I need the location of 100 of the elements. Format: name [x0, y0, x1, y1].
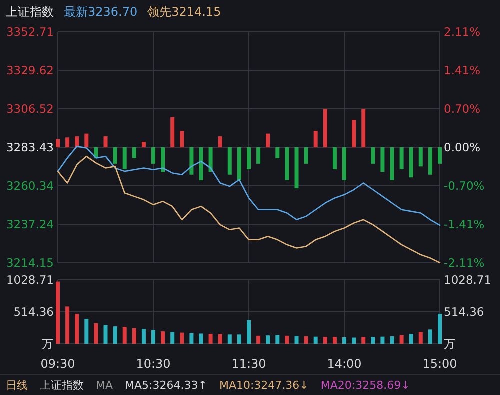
line-series: [57, 146, 441, 226]
text: 上证指数: [6, 5, 54, 19]
bar: [285, 148, 290, 180]
bar: [362, 109, 366, 148]
bar: [208, 334, 213, 344]
bar: [132, 148, 136, 158]
x-tick-label: 10:30: [136, 357, 171, 371]
bar: [428, 148, 432, 175]
bar: [371, 337, 376, 344]
y2-tick-label: -0.70%: [444, 178, 485, 193]
bar: [294, 148, 299, 189]
bar: [104, 136, 108, 148]
y-tick-label: 万: [42, 337, 54, 351]
bar: [94, 323, 98, 344]
y2-tick-label: 2.11%: [444, 25, 481, 39]
bar: [380, 148, 385, 172]
bar: [400, 148, 404, 170]
y-tick-label: 3237.24: [6, 218, 54, 232]
y2-tick-label: -2.11%: [444, 256, 485, 270]
bar: [371, 148, 376, 164]
bar: [418, 148, 423, 167]
bar: [170, 117, 175, 148]
bar: [390, 336, 394, 344]
bar: [228, 148, 232, 175]
bar: [113, 148, 118, 164]
bar: [276, 148, 280, 158]
bar: [409, 334, 414, 344]
bar: [256, 148, 261, 164]
bar: [208, 148, 213, 172]
text: 最新3236.70: [64, 5, 138, 19]
y-tick-label: 3214.15: [6, 256, 54, 270]
bar: [161, 148, 166, 172]
y-tick-label: 3306.52: [6, 102, 54, 116]
x-tick-label: 15:00: [422, 357, 458, 371]
bar: [122, 148, 127, 170]
bar: [400, 335, 404, 344]
y-tick-label: 514.36: [14, 305, 54, 319]
y-tick-label: 3352.71: [6, 25, 54, 39]
bar: [390, 148, 394, 180]
bar: [104, 325, 108, 344]
bar: [294, 336, 299, 344]
x-tick-label: 11:30: [232, 357, 266, 371]
bar: [56, 139, 60, 148]
bar: [438, 314, 442, 344]
bar: [266, 134, 270, 148]
bar: [190, 148, 194, 175]
bar: [66, 138, 70, 148]
bar: [218, 334, 222, 344]
bar: [352, 338, 356, 344]
y2-tick-label: 0.00%: [444, 140, 481, 154]
bar: [314, 131, 318, 148]
bar: [237, 334, 242, 344]
bar: [152, 148, 156, 164]
bar: [161, 332, 166, 344]
bar: [256, 336, 261, 344]
bar: [428, 330, 432, 344]
bar: [247, 148, 251, 170]
bar: [418, 332, 423, 344]
bar: [199, 334, 204, 344]
y-tick-label: 3329.62: [6, 63, 54, 78]
bar: [342, 337, 346, 344]
bar: [332, 337, 337, 344]
bar: [228, 334, 232, 344]
bar: [332, 148, 337, 170]
bar: [113, 326, 118, 344]
x-tick-label: 09:30: [40, 357, 76, 371]
text: 领先3214.15: [148, 5, 222, 19]
bar: [66, 306, 70, 344]
bar: [84, 134, 89, 148]
text: MA5:3264.33↑: [125, 379, 208, 392]
y2-tick-label: 0.70%: [444, 102, 481, 116]
bar: [180, 131, 184, 148]
bar: [170, 332, 175, 344]
bar: [84, 319, 89, 344]
bar: [75, 314, 80, 344]
bar: [409, 148, 414, 178]
bar: [314, 336, 318, 344]
y2-tick-label: 514.36: [444, 305, 484, 319]
bar: [342, 148, 346, 180]
x-tick-label: 14:00: [327, 357, 362, 371]
bar: [380, 336, 385, 344]
text: MA10:3247.36↓: [219, 379, 309, 392]
bar: [266, 336, 270, 344]
bar: [323, 337, 328, 344]
y2-tick-label: 1.41%: [444, 63, 481, 78]
y-tick-label: 3260.34: [6, 178, 54, 193]
y-tick-label: 3283.43: [6, 140, 54, 154]
bar: [122, 327, 127, 344]
bar: [142, 329, 146, 344]
bar: [218, 136, 222, 148]
bar: [247, 320, 251, 344]
bar: [190, 333, 194, 344]
bar: [142, 142, 146, 148]
y2-tick-label: 1028.71: [444, 273, 492, 287]
bar: [304, 148, 308, 164]
bar: [352, 120, 356, 148]
bar: [237, 148, 242, 180]
bar: [180, 332, 184, 344]
text: 日线: [6, 379, 28, 392]
bar: [438, 148, 442, 164]
